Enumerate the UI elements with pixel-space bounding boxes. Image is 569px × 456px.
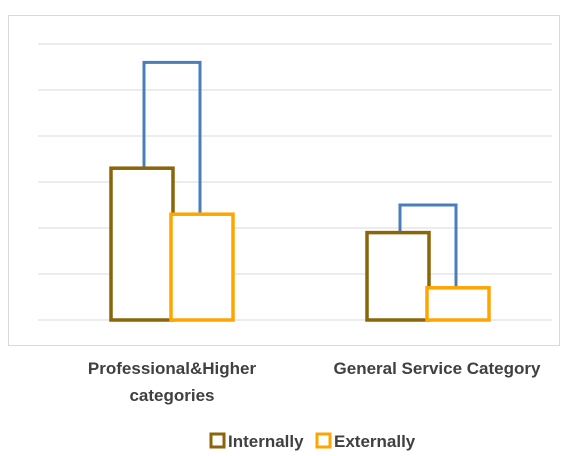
legend: Internally Externally xyxy=(209,432,416,451)
bars xyxy=(109,60,491,322)
bar-externally-0 xyxy=(169,212,235,322)
legend-swatch-externally xyxy=(315,432,332,449)
legend-label-externally: Externally xyxy=(334,432,416,451)
category-label-general-service: General Service Category xyxy=(334,359,541,378)
legend-swatch-internally xyxy=(209,432,226,449)
legend-label-internally: Internally xyxy=(228,432,304,451)
bar-internally-1 xyxy=(365,230,431,322)
category-label-professional-line2: categories xyxy=(129,386,214,405)
bar-externally-1 xyxy=(425,286,491,322)
bar-internally-0 xyxy=(109,166,175,322)
category-label-professional-line1: Professional&Higher xyxy=(88,359,257,378)
